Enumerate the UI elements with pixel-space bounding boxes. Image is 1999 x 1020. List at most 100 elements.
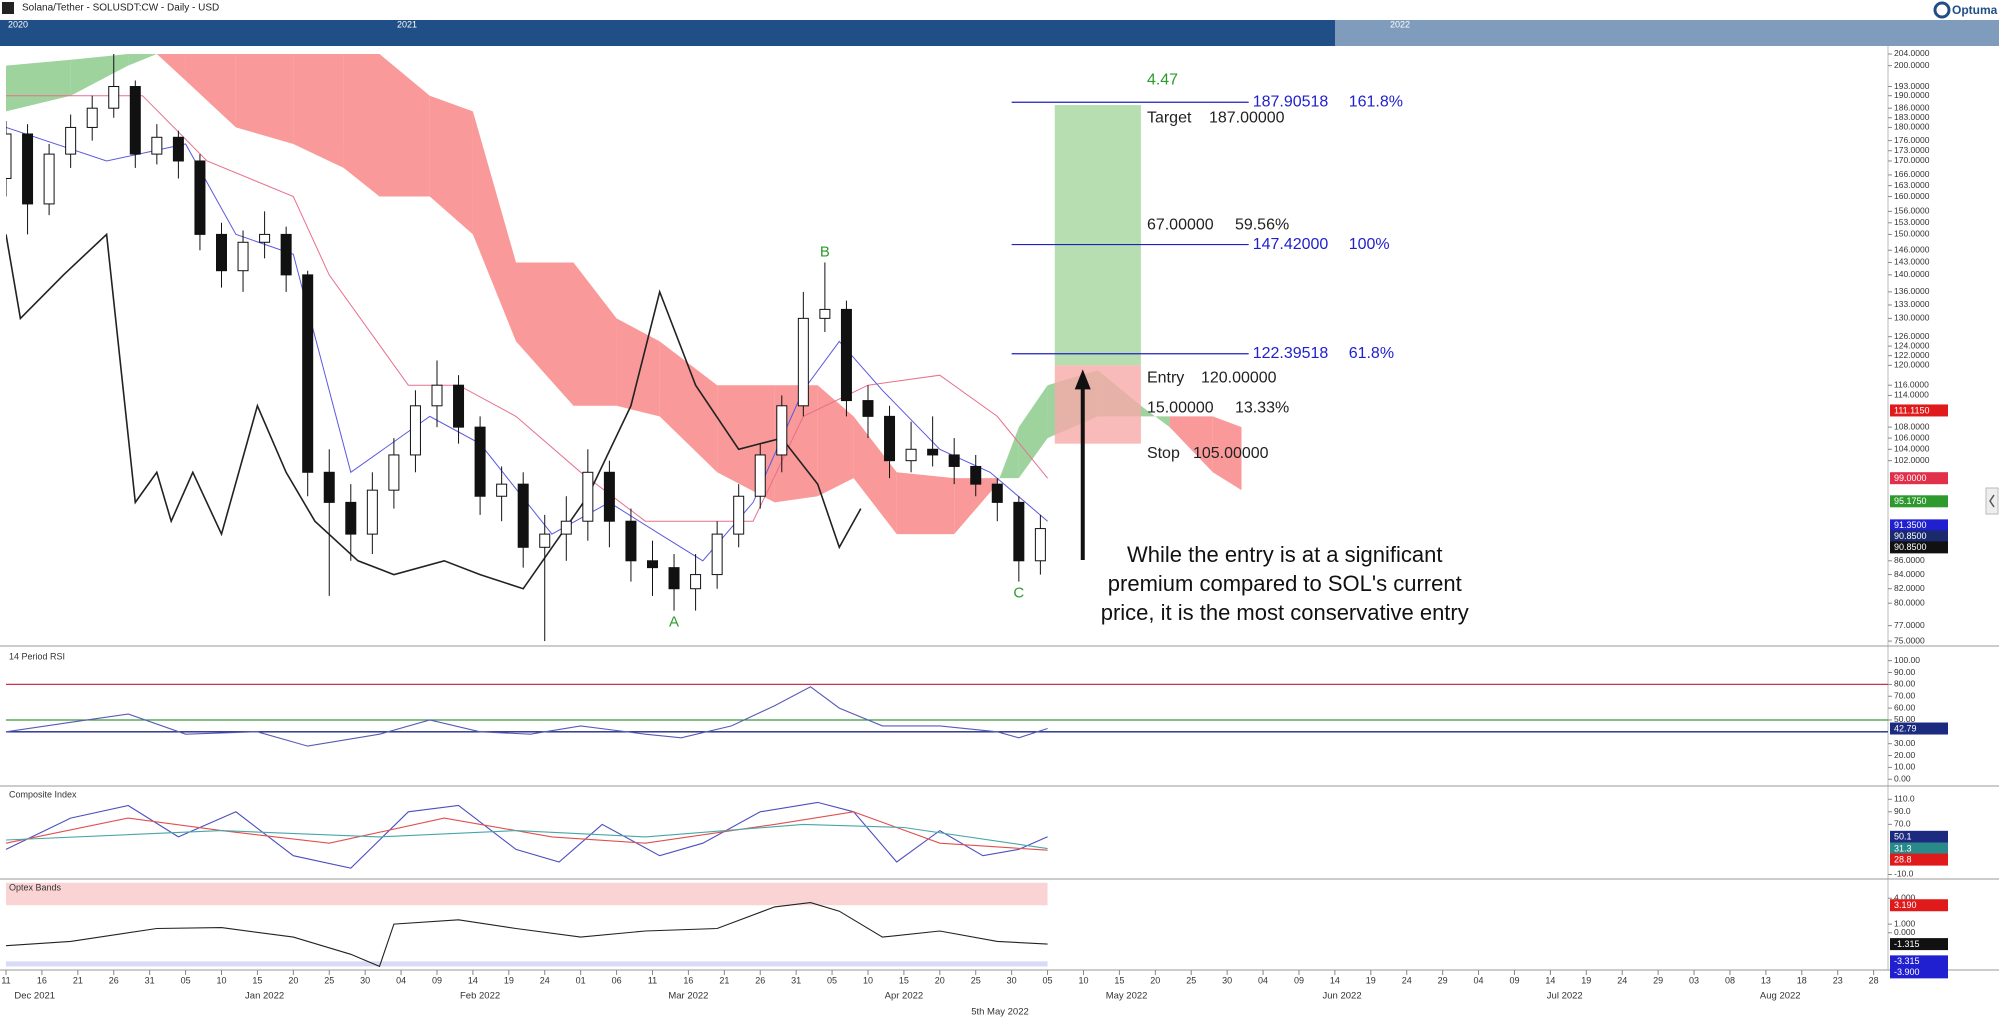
y-tick-label: 136.0000 bbox=[1894, 286, 1930, 296]
candle-body bbox=[129, 86, 141, 155]
candle-body bbox=[582, 471, 594, 522]
overlay: A B C 4.47 Target 187.00000 Entry 120.00000 Stop… bbox=[669, 71, 1469, 630]
navigator-window[interactable] bbox=[1335, 20, 1999, 46]
y-tick-label: 120.0000 bbox=[1894, 360, 1930, 370]
candle-body bbox=[884, 415, 896, 462]
y-tick-label: 176.0000 bbox=[1894, 135, 1930, 145]
x-tick-label: 15 bbox=[899, 975, 909, 985]
wave-label: A bbox=[669, 614, 679, 631]
reward-box bbox=[1054, 105, 1141, 366]
x-tick-label: 16 bbox=[37, 975, 47, 985]
candle-body bbox=[453, 384, 465, 428]
cloud-segment bbox=[379, 53, 430, 197]
x-tick-label: 10 bbox=[863, 975, 873, 985]
x-tick-label: 30 bbox=[1222, 975, 1232, 985]
x-tick-label: 03 bbox=[1689, 975, 1699, 985]
annotation-note: premium compared to SOL's current bbox=[1108, 571, 1462, 596]
y-tick-label: 173.0000 bbox=[1894, 145, 1930, 155]
y-tick-label: 186.0000 bbox=[1894, 102, 1930, 112]
price-tag bbox=[1890, 519, 1948, 532]
target: Target bbox=[1147, 109, 1192, 126]
risk-value: 13.33% bbox=[1235, 400, 1289, 417]
price-tag bbox=[1890, 722, 1948, 735]
cloud-segment bbox=[6, 59, 71, 112]
candle-body bbox=[646, 560, 658, 569]
price-tag bbox=[1890, 404, 1948, 417]
candle-body bbox=[259, 233, 271, 243]
candle-body bbox=[690, 574, 702, 590]
x-tick-label: 09 bbox=[1294, 975, 1304, 985]
month-label: Aug 2022 bbox=[1760, 991, 1801, 1002]
candle-body bbox=[797, 317, 809, 407]
y-tick-label: 114.0000 bbox=[1894, 390, 1929, 400]
y-tick-label: 75.0000 bbox=[1894, 635, 1925, 645]
side-panel-toggle[interactable] bbox=[1985, 487, 1999, 515]
x-tick-label: 15 bbox=[1114, 975, 1124, 985]
price-tag bbox=[1890, 530, 1948, 543]
x-tick-label: 10 bbox=[216, 975, 226, 985]
annotation-note: price, it is the most conservative entry bbox=[1101, 600, 1469, 625]
x-tick-label: 28 bbox=[1869, 975, 1879, 985]
x-tick-label: 30 bbox=[360, 975, 370, 985]
candle-body bbox=[151, 136, 163, 155]
x-tick-label: 11 bbox=[1, 975, 10, 985]
candle-body bbox=[431, 384, 443, 407]
cloud-segment bbox=[616, 318, 660, 417]
risk-reward-ratio: 4.47 bbox=[1147, 71, 1178, 88]
candle-body bbox=[1013, 501, 1025, 562]
x-tick-label: 19 bbox=[1366, 975, 1376, 985]
entry-value: 120.00000 bbox=[1201, 370, 1277, 387]
cloud-segment bbox=[573, 262, 617, 406]
y-tick-label: 30.00 bbox=[1894, 738, 1916, 748]
price-pane bbox=[6, 53, 1242, 642]
fib-value: 187.90518 bbox=[1253, 93, 1329, 110]
y-tick-label: 170.0000 bbox=[1894, 155, 1930, 165]
entry: Entry bbox=[1147, 370, 1184, 387]
price-tag-label: 95.1750 bbox=[1894, 496, 1927, 506]
price-tag bbox=[1890, 541, 1948, 554]
candle-body bbox=[819, 308, 831, 319]
y-tick-label: 4.000 bbox=[1894, 893, 1916, 903]
candle-body bbox=[22, 133, 34, 205]
nav-label: 2021 bbox=[397, 19, 417, 29]
y-tick-label: 70.0 bbox=[1894, 819, 1911, 829]
x-tick-label: 26 bbox=[109, 975, 119, 985]
candle-body bbox=[345, 501, 357, 535]
chevron-icon bbox=[1989, 494, 1995, 508]
x-tick-label: 14 bbox=[468, 975, 478, 985]
y-tick-label: 90.0 bbox=[1894, 806, 1911, 816]
cloud-segment bbox=[853, 416, 897, 535]
price-tag-label: -1.315 bbox=[1894, 939, 1920, 949]
indicator-line bbox=[5, 801, 1048, 869]
candle-body bbox=[625, 520, 637, 562]
cloud-segment bbox=[472, 111, 517, 342]
y-tick-label: 153.0000 bbox=[1894, 217, 1930, 227]
x-tick-label: 04 bbox=[1258, 975, 1268, 985]
menu-icon[interactable] bbox=[2, 2, 14, 14]
cloud-segment bbox=[896, 472, 955, 535]
x-tick-label: 11 bbox=[648, 975, 657, 985]
candle-body bbox=[280, 233, 292, 276]
x-tick-label: 04 bbox=[1474, 975, 1484, 985]
x-tick-label: 08 bbox=[1725, 975, 1735, 985]
price-tag-label: 3.190 bbox=[1894, 900, 1917, 910]
x-tick-label: 09 bbox=[432, 975, 442, 985]
candle-body bbox=[711, 533, 723, 576]
brand-logo bbox=[1933, 1, 1951, 19]
cloud-segment bbox=[185, 53, 236, 128]
fib-value: 122.39518 bbox=[1253, 345, 1329, 362]
price-tag-label: 91.3500 bbox=[1894, 520, 1927, 530]
candle-body bbox=[991, 483, 1003, 503]
candle-body bbox=[474, 426, 486, 497]
x-tick-label: 05 bbox=[827, 975, 837, 985]
y-tick-label: 106.0000 bbox=[1894, 432, 1930, 442]
y-tick-label: 146.0000 bbox=[1894, 245, 1930, 255]
candle-body bbox=[1034, 528, 1046, 562]
navigator[interactable] bbox=[0, 20, 1335, 46]
y-tick-label: 204.0000 bbox=[1894, 48, 1930, 58]
y-tick-label: 20.00 bbox=[1894, 750, 1916, 760]
x-tick-label: 20 bbox=[1150, 975, 1160, 985]
month-label: May 2022 bbox=[1106, 991, 1148, 1002]
candle-body bbox=[302, 274, 314, 473]
